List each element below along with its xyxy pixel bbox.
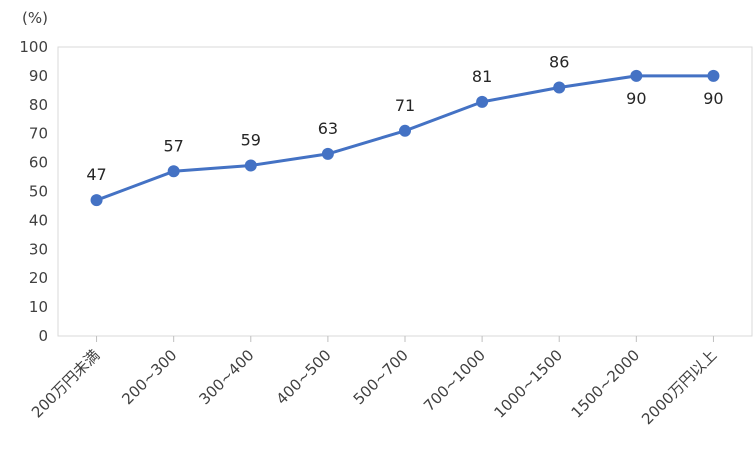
series-line — [96, 74, 714, 202]
data-label: 90 — [703, 89, 723, 108]
y-tick-label: 60 — [29, 154, 48, 172]
data-point — [399, 124, 411, 137]
data-label: 47 — [86, 165, 106, 184]
y-tick-label: 40 — [29, 211, 48, 229]
y-unit-label: (%) — [22, 9, 48, 27]
y-tick-label: 20 — [29, 269, 48, 287]
y-tick-label: 0 — [38, 327, 48, 345]
y-tick-label: 90 — [29, 67, 48, 85]
x-tick-label: 2000万円以上 — [638, 346, 720, 428]
y-tick-label: 50 — [29, 183, 48, 201]
data-point — [244, 159, 257, 172]
data-label: 81 — [472, 67, 492, 86]
data-label: 63 — [318, 119, 338, 138]
x-tick-label: 500~700 — [350, 346, 412, 408]
y-tick-label: 10 — [29, 298, 48, 316]
data-points — [90, 69, 720, 207]
data-point — [321, 147, 334, 160]
data-labels: 47 57 59 63 71 81 86 90 90 — [86, 52, 723, 184]
data-point — [167, 165, 180, 178]
data-point — [630, 69, 643, 82]
y-tick-label: 70 — [29, 125, 48, 143]
data-label: 59 — [241, 130, 261, 149]
x-tick-label: 300~400 — [195, 346, 257, 408]
data-point — [553, 81, 566, 94]
plot-area — [57, 46, 753, 337]
x-tick-label: 1500~2000 — [568, 346, 644, 422]
data-label: 57 — [163, 136, 183, 155]
x-tick-label: 1000~1500 — [490, 346, 566, 422]
data-point — [476, 95, 489, 108]
x-tick-label: 200万円未満 — [28, 346, 103, 421]
y-tick-label: 100 — [19, 38, 48, 56]
y-tick-label: 80 — [29, 96, 48, 114]
y-tick-label: 30 — [29, 240, 48, 258]
data-label: 90 — [626, 89, 646, 108]
data-label: 71 — [395, 96, 415, 115]
x-axis: 200万円未満 200~300 300~400 400~500 500~700 700~1… — [28, 336, 720, 428]
x-tick-label: 200~300 — [118, 346, 180, 408]
data-point — [707, 69, 720, 82]
y-axis: 0 10 20 30 40 50 60 70 80 90 100 — [19, 38, 48, 345]
x-tick-label: 700~1000 — [420, 346, 489, 415]
x-tick-label: 400~500 — [273, 346, 335, 408]
data-label: 86 — [549, 52, 569, 71]
data-point — [90, 194, 103, 207]
